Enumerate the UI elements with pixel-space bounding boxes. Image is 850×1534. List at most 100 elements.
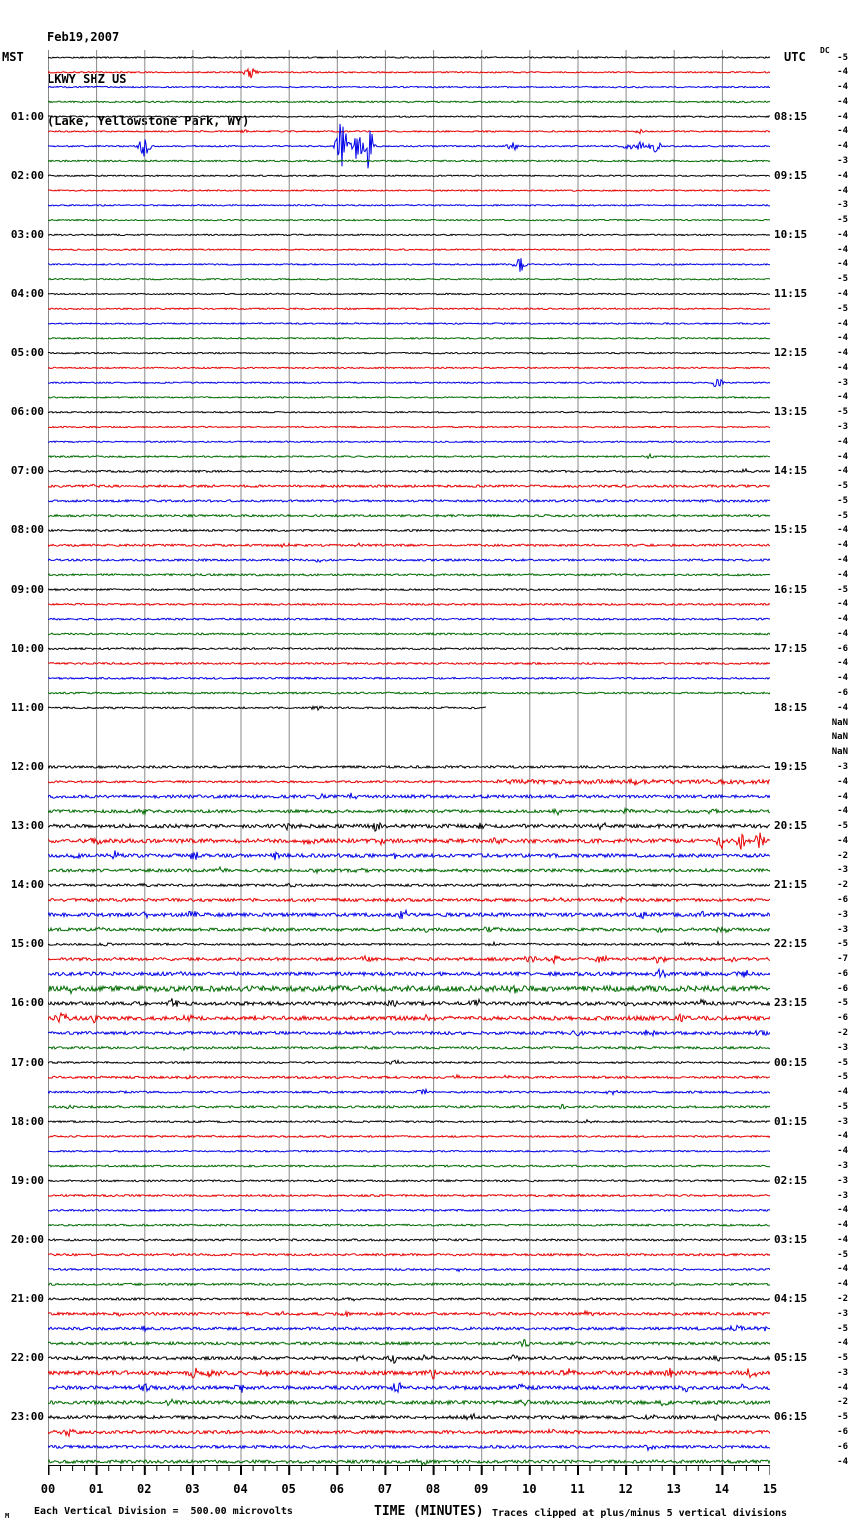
dc-offset-value: -4	[837, 525, 848, 536]
utc-hour-label: 05:15	[774, 1351, 808, 1365]
trace-row-18:30	[48, 1149, 770, 1153]
dc-offset-value: -5	[837, 215, 848, 226]
dc-offset-value: -3	[837, 1308, 848, 1319]
dc-offset-value: NaN	[831, 732, 848, 743]
dc-offset-value: -2	[837, 1027, 848, 1038]
mst-hour-label: 15:00	[10, 937, 44, 951]
mst-hour-label: 08:00	[10, 523, 44, 537]
dc-offset-value: -4	[837, 791, 848, 802]
utc-hour-label: 00:15	[774, 1055, 808, 1069]
trace-row-07:15	[48, 483, 770, 489]
trace-row-14:00	[48, 882, 770, 888]
utc-hour-label: 15:15	[774, 523, 808, 537]
trace-row-20:30	[48, 1267, 770, 1273]
dc-offset-value: -4	[837, 658, 848, 669]
dc-offset-value: -2	[837, 880, 848, 891]
dc-offset-value: -4	[837, 244, 848, 255]
trace-row-02:45	[48, 218, 770, 222]
dc-offset-value: -4	[837, 628, 848, 639]
trace-row-23:45	[48, 1458, 770, 1468]
mst-hour-label: 23:00	[10, 1410, 44, 1424]
dc-offset-value: -2	[837, 1397, 848, 1408]
dc-offset-value: -5	[837, 303, 848, 314]
trace-row-04:30	[48, 322, 770, 326]
dc-offset-value: -4	[837, 288, 848, 299]
trace-row-17:15	[48, 1073, 770, 1080]
dc-offset-value: -4	[837, 333, 848, 344]
trace-row-06:45	[48, 452, 770, 460]
trace-row-03:15	[48, 248, 770, 252]
dc-offset-value: -6	[837, 643, 848, 654]
dc-offset-value: -3	[837, 1116, 848, 1127]
trace-row-12:00	[48, 764, 770, 770]
dc-offset-value: -3	[837, 1190, 848, 1201]
utc-hour-label: 22:15	[774, 937, 808, 951]
trace-row-16:15	[48, 1011, 770, 1024]
trace-row-09:30	[48, 617, 770, 621]
corner-mark: M	[5, 1512, 10, 1520]
trace-row-19:30	[48, 1208, 770, 1213]
trace-row-00:00	[48, 56, 770, 60]
trace-row-02:30	[48, 203, 770, 207]
trace-row-21:45	[48, 1338, 770, 1348]
dc-offset-value: -4	[837, 259, 848, 270]
trace-row-10:00	[48, 646, 770, 651]
trace-row-09:00	[48, 587, 770, 592]
dc-offset-value: -4	[837, 1146, 848, 1157]
mst-hour-label: 10:00	[10, 641, 44, 655]
trace-row-08:00	[48, 528, 770, 533]
mst-hour-label: 07:00	[10, 464, 44, 478]
header-station: LKWY SHZ US	[47, 72, 127, 86]
trace-row-05:00	[48, 351, 770, 355]
mst-hour-label: 03:00	[10, 227, 44, 241]
dc-offset-value: -4	[837, 318, 848, 329]
x-axis-tick-label: 11	[570, 1482, 585, 1496]
dc-offset-value: -4	[837, 82, 848, 93]
trace-row-17:00	[48, 1059, 770, 1065]
dc-offset-value: -4	[837, 1264, 848, 1275]
dc-offset-value: -4	[837, 451, 848, 462]
dc-offset-value: -5	[837, 481, 848, 492]
dc-offset-value: -4	[837, 348, 848, 359]
trace-row-18:15	[48, 1134, 770, 1139]
trace-row-16:30	[48, 1029, 770, 1038]
dc-offset-value: -5	[837, 821, 848, 832]
mst-hour-label: 16:00	[10, 996, 44, 1010]
trace-row-06:30	[48, 440, 770, 444]
utc-hour-label: 23:15	[774, 996, 808, 1010]
dc-offset-value: -4	[837, 466, 848, 477]
trace-row-12:45	[48, 806, 770, 817]
dc-offset-value: -5	[837, 495, 848, 506]
header-date: Feb19,2007	[47, 30, 120, 44]
trace-row-21:30	[48, 1324, 770, 1333]
dc-offset-value: -5	[837, 1353, 848, 1364]
x-axis-tick-label: 02	[137, 1482, 152, 1496]
trace-row-08:30	[48, 557, 770, 564]
trace-row-22:45	[48, 1397, 770, 1407]
dc-offset-value: -5	[837, 1057, 848, 1068]
dc-offset-value: -6	[837, 1427, 848, 1438]
mst-hour-label: 18:00	[10, 1114, 44, 1128]
dc-offset-value: -4	[837, 141, 848, 152]
dc-offset-value: -4	[837, 599, 848, 610]
dc-offset-value: -4	[837, 185, 848, 196]
trace-row-14:30	[48, 908, 770, 920]
dc-offset-value: -4	[837, 1382, 848, 1393]
trace-row-17:30	[48, 1087, 770, 1097]
trace-row-00:45	[48, 100, 770, 104]
trace-row-23:15	[48, 1427, 770, 1438]
trace-row-09:15	[48, 602, 770, 607]
dc-offset-value: -4	[837, 1205, 848, 1216]
trace-row-05:45	[48, 396, 770, 399]
dc-offset-value: -4	[837, 1279, 848, 1290]
dc-offset-value: -5	[837, 52, 848, 63]
dc-offset-value: -3	[837, 761, 848, 772]
trace-row-22:15	[48, 1367, 770, 1380]
trace-row-14:45	[48, 926, 770, 934]
mst-hour-label: 06:00	[10, 405, 44, 419]
trace-row-11:00	[48, 704, 487, 712]
dc-offset-value: -5	[837, 1072, 848, 1083]
x-axis-title: TIME (MINUTES)	[374, 1504, 484, 1519]
dc-offset-value: -6	[837, 983, 848, 994]
